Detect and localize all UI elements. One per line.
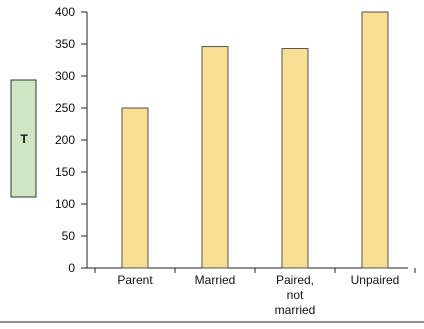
bar-parent — [121, 107, 149, 269]
y-tick-label: 200 — [55, 133, 75, 147]
bars — [121, 11, 389, 269]
x-tick-label: Parent — [117, 273, 153, 287]
y-axis-label-box — [10, 79, 37, 198]
x-tick-label: Married — [195, 273, 236, 287]
y-tick-label: 50 — [62, 229, 76, 243]
bar-paired-not-married — [281, 47, 309, 269]
x-tick-label: Paired, not married — [275, 273, 316, 317]
y-tick-label: 400 — [55, 5, 75, 19]
y-axis-label-group: T — [10, 79, 37, 198]
y-tick-label: 150 — [55, 165, 75, 179]
x-tick-labels: Parent Married Paired, not married Unpaired — [117, 273, 399, 317]
y-tick-label: 250 — [55, 101, 75, 115]
y-tick-label: 0 — [68, 261, 75, 275]
x-tick-label: Unpaired — [351, 273, 400, 287]
y-tick-label: 350 — [55, 37, 75, 51]
bar-married — [201, 46, 229, 269]
y-axis-label: T — [20, 132, 28, 146]
y-tick-label: 300 — [55, 69, 75, 83]
y-tick-label: 100 — [55, 197, 75, 211]
bar-unpaired — [361, 11, 389, 269]
